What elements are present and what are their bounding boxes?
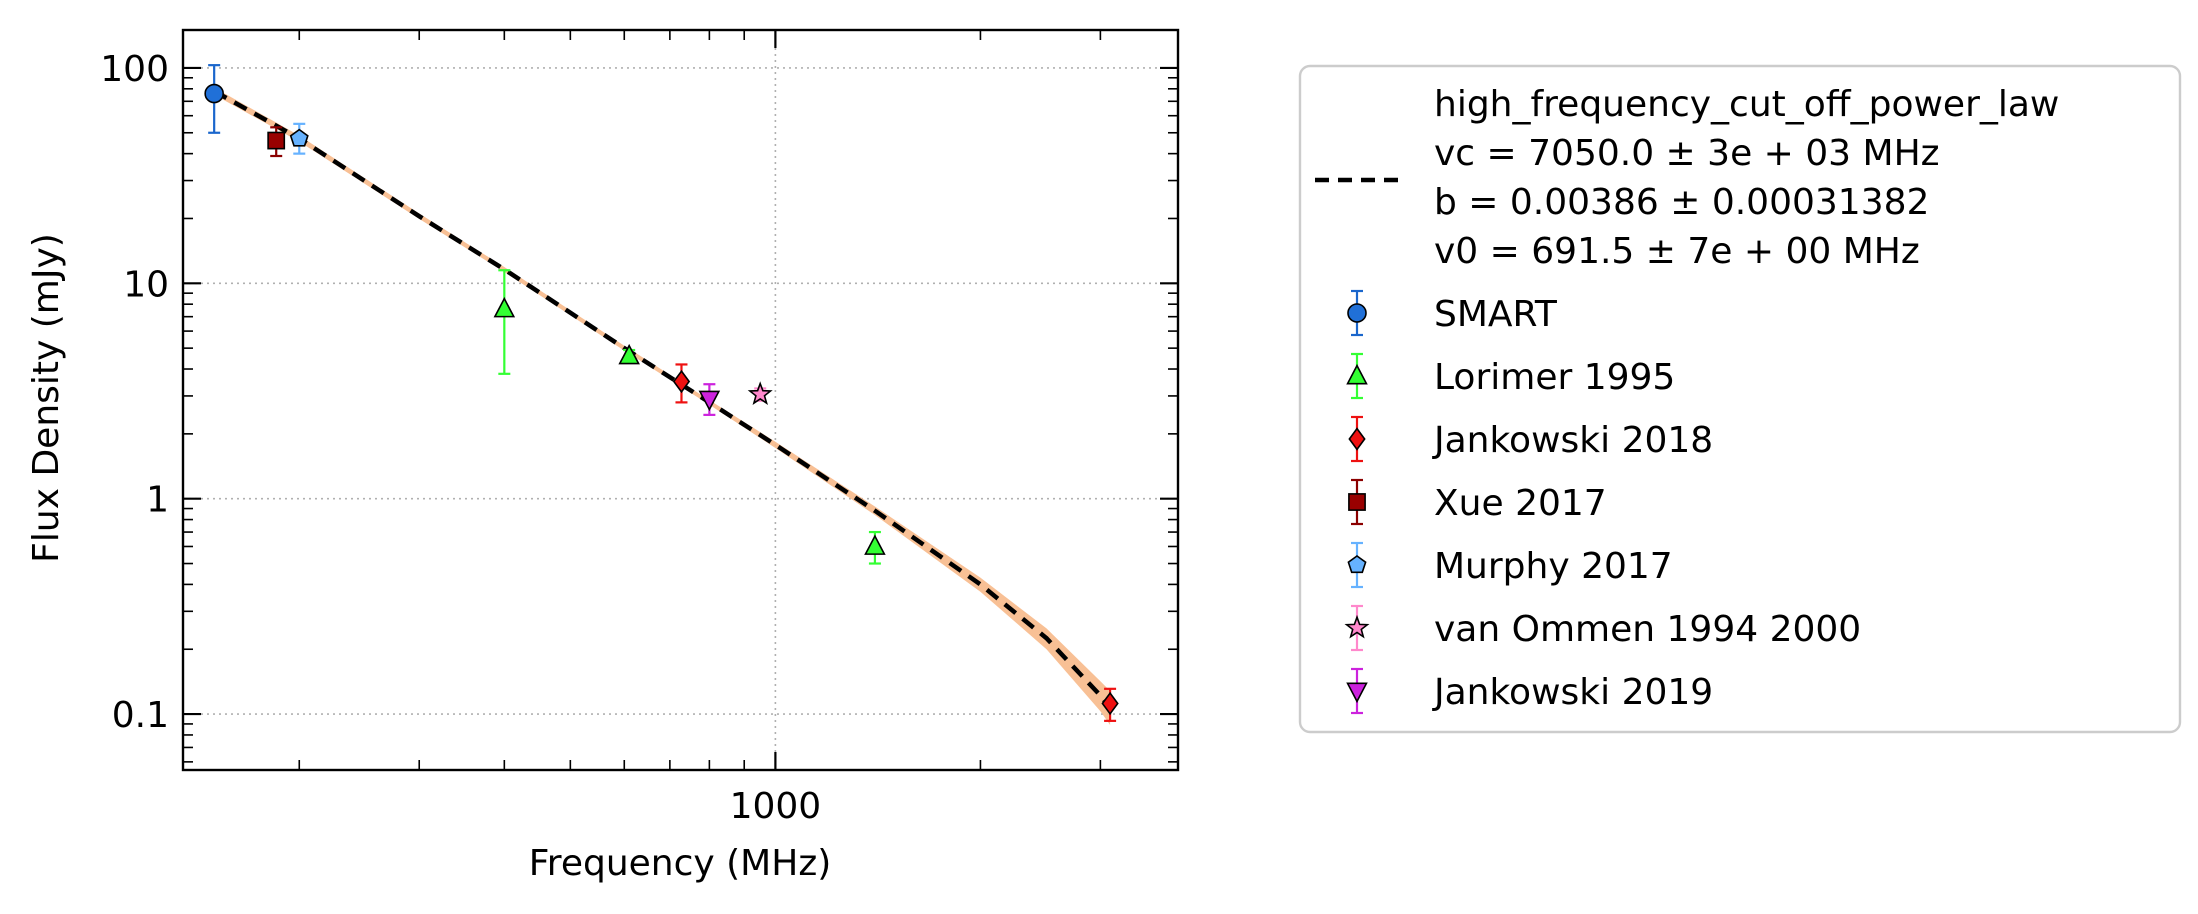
legend-fit-v0: v0 = 691.5 ± 7e + 00 MHz xyxy=(1434,231,1920,272)
legend-marker-symbol xyxy=(1347,303,1367,323)
data-point-marker xyxy=(289,128,309,147)
y-tick-label: 10 xyxy=(123,264,169,305)
legend-fit-b: b = 0.00386 ± 0.00031382 xyxy=(1434,182,1929,223)
legend-marker xyxy=(1347,289,1367,337)
x-tick-label: 1000 xyxy=(730,786,822,827)
axis-ticks: 1000 100 10 1 0.1 xyxy=(100,30,1178,827)
y-tick-label: 1 xyxy=(146,480,169,521)
legend-marker-symbol xyxy=(1346,363,1368,385)
data-points xyxy=(204,64,1119,722)
data-point-marker xyxy=(864,534,886,555)
fit-curve xyxy=(213,89,1112,710)
plot-area: 1000 100 10 1 0.1 xyxy=(100,28,1180,827)
series-0 xyxy=(204,64,224,134)
series-5 xyxy=(747,381,773,405)
legend-entry-smart: SMART xyxy=(1347,289,1558,337)
series-3 xyxy=(267,126,286,158)
legend-marker-symbol xyxy=(1344,614,1370,639)
legend-label-murphy-2017: Murphy 2017 xyxy=(1434,546,1673,587)
legend-label-jankowski-2018: Jankowski 2018 xyxy=(1432,420,1713,461)
legend-entry-van-ommen: van Ommen 1994 2000 xyxy=(1344,604,1861,652)
legend-label-jankowski-2019: Jankowski 2019 xyxy=(1432,672,1713,713)
legend-entry-lorimer-1995: Lorimer 1995 xyxy=(1346,352,1675,400)
data-point-marker xyxy=(204,83,224,104)
legend-entry-xue-2017: Xue 2017 xyxy=(1348,478,1607,526)
series-4 xyxy=(289,122,309,155)
legend-marker-symbol xyxy=(1346,682,1368,704)
data-point-marker xyxy=(618,343,640,365)
legend-marker-symbol xyxy=(1348,427,1366,451)
legend-label-smart: SMART xyxy=(1434,294,1558,335)
series-2 xyxy=(672,363,1119,722)
x-axis-label: Frequency (MHz) xyxy=(529,843,832,884)
data-point-marker xyxy=(1101,691,1119,716)
legend-marker-symbol xyxy=(1347,555,1367,574)
plot-frame xyxy=(181,28,1180,772)
data-point-marker xyxy=(493,296,516,318)
legend-entry-murphy-2017: Murphy 2017 xyxy=(1347,541,1673,589)
legend-box xyxy=(1298,64,2182,734)
data-point-marker xyxy=(747,381,773,405)
legend-entry-jankowski-2019: Jankowski 2019 xyxy=(1346,667,1713,715)
data-point-marker xyxy=(698,390,721,412)
legend-fit-vc: vc = 7050.0 ± 3e + 03 MHz xyxy=(1434,133,1940,174)
legend-marker xyxy=(1344,604,1370,652)
legend-marker xyxy=(1348,415,1366,463)
legend: high_frequency_cut_off_power_law vc = 70… xyxy=(1298,64,2182,734)
legend-fit-name: high_frequency_cut_off_power_law xyxy=(1434,84,2059,125)
legend-marker xyxy=(1348,478,1366,526)
legend-label-van-ommen: van Ommen 1994 2000 xyxy=(1434,609,1861,650)
legend-marker xyxy=(1347,541,1367,589)
series-1 xyxy=(493,269,886,565)
y-tick-label: 0.1 xyxy=(112,695,169,736)
legend-entry-jankowski-2018: Jankowski 2018 xyxy=(1348,415,1713,463)
fit-line xyxy=(213,89,1112,710)
legend-marker-symbol xyxy=(1348,493,1366,511)
y-axis-label: Flux Density (mJy) xyxy=(26,233,67,563)
legend-marker xyxy=(1346,352,1368,400)
grid-lines xyxy=(183,30,1178,770)
data-point-marker xyxy=(267,131,286,150)
y-tick-label: 100 xyxy=(100,49,169,90)
legend-label-lorimer-1995: Lorimer 1995 xyxy=(1434,357,1675,398)
data-point-marker xyxy=(672,369,691,394)
series-6 xyxy=(698,383,721,416)
legend-label-xue-2017: Xue 2017 xyxy=(1434,483,1607,524)
legend-marker xyxy=(1346,667,1368,715)
